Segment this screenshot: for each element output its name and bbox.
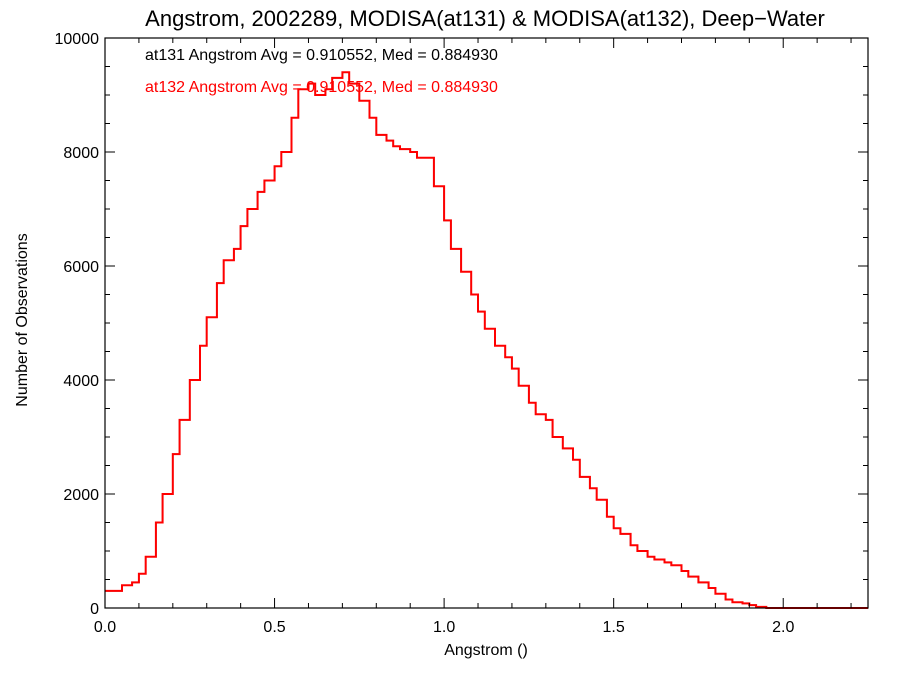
x-tick-label: 0.5 (263, 619, 285, 636)
y-tick-label: 10000 (55, 31, 100, 48)
ticks-layer: 0.0 0.5 1.0 1.5 2.0 0 2000 4000 6000 8000 10000 (55, 31, 868, 636)
chart-title: Angstrom, 2002289, MODISA(at131) & MODIS… (145, 6, 825, 31)
y-tick-label: 2000 (63, 487, 99, 504)
series-line-0 (105, 71, 868, 609)
x-tick-label: 1.5 (603, 619, 625, 636)
x-axis-label: Angstrom () (444, 642, 528, 659)
y-axis-label: Number of Observations (14, 233, 31, 406)
annotation-at132-stats: at132 Angstrom Avg = 0.910552, Med = 0.8… (145, 79, 498, 96)
x-tick-label: 2.0 (772, 619, 794, 636)
series-layer (105, 71, 868, 609)
y-tick-label: 6000 (63, 259, 99, 276)
x-tick-label: 1.0 (433, 619, 455, 636)
series-line-1 (105, 71, 868, 609)
y-tick-label: 8000 (63, 145, 99, 162)
y-tick-label: 4000 (63, 373, 99, 390)
annotation-at131-stats: at131 Angstrom Avg = 0.910552, Med = 0.8… (145, 47, 498, 64)
y-tick-label: 0 (90, 601, 99, 618)
x-tick-label: 0.0 (94, 619, 116, 636)
plot-frame (104, 37, 869, 609)
